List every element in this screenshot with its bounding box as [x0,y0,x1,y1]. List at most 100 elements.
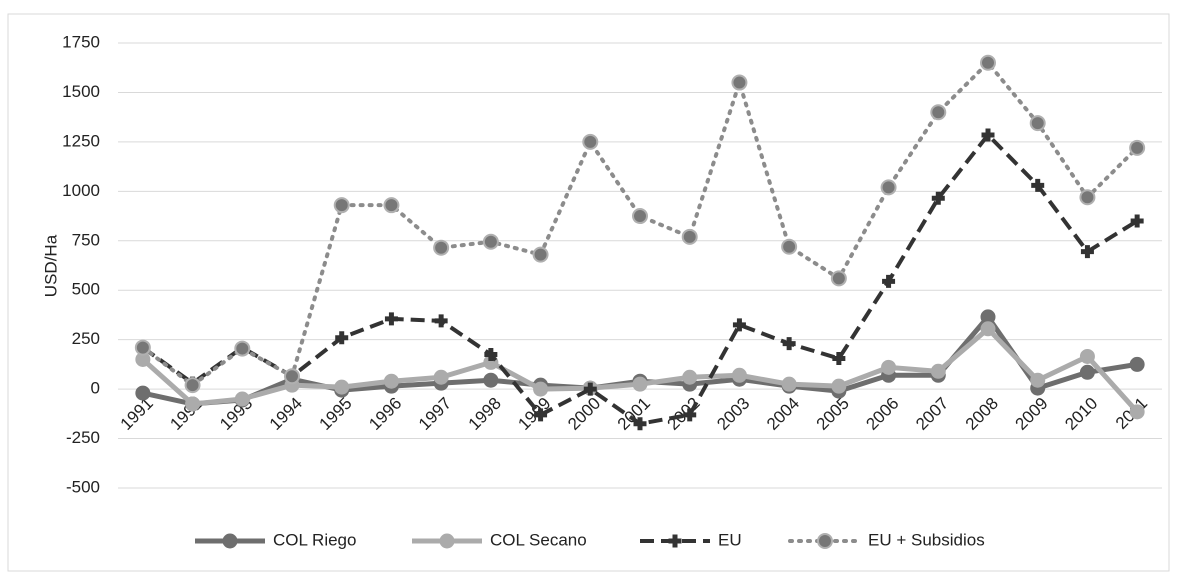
marker [683,408,697,422]
marker-shape [782,337,796,351]
marker [930,104,947,121]
marker-shape [633,417,647,431]
marker [135,385,151,401]
marker-shape [583,382,597,396]
marker [222,533,238,549]
marker [384,312,398,326]
marker [781,238,798,255]
marker [234,340,251,357]
marker [1129,404,1145,420]
marker [284,368,300,385]
marker [1130,214,1144,228]
marker [333,197,350,214]
series-line [140,60,1140,388]
y-axis-label: USD/Ha [41,234,60,297]
marker [1079,364,1095,380]
legend-item: COL Secano [412,530,587,549]
marker [880,179,897,196]
y-tick-label: 250 [72,329,100,348]
marker [633,417,647,431]
marker [830,270,847,287]
marker-shape [484,348,498,361]
legend-item: EU + Subsidios [788,530,985,549]
chart-frame [7,13,1170,572]
marker [632,208,648,225]
marker-shape [882,274,896,288]
marker [234,391,250,407]
legend-item: EU [640,530,742,549]
marker-shape [1130,214,1144,228]
y-tick-label: 750 [72,230,100,249]
marker [1031,178,1045,192]
marker [383,373,399,389]
marker [681,228,698,245]
marker [433,369,449,385]
legend-label: EU [718,530,742,549]
y-tick-label: 0 [91,379,100,398]
marker [668,534,682,548]
marker [1080,245,1094,259]
y-tick-label: -500 [66,477,100,496]
marker [817,533,833,549]
marker [583,382,597,396]
marker [383,197,400,214]
marker [1079,189,1096,206]
marker [1029,115,1046,132]
y-tick-label: 1250 [62,131,100,150]
marker [782,337,796,351]
marker [632,376,648,392]
y-tick-label: 1000 [62,181,100,200]
marker [682,369,698,385]
marker [439,533,455,549]
marker [335,331,349,345]
marker [732,318,746,332]
legend-label: COL Riego [273,530,356,549]
marker-shape [1031,178,1045,192]
marker [881,359,897,375]
marker [981,128,995,142]
marker-shape [1080,245,1094,259]
marker [532,246,549,263]
y-tick-label: -250 [66,428,100,447]
marker [831,378,847,394]
marker-shape [534,408,548,422]
marker [832,351,846,365]
marker-shape [335,331,349,345]
marker [534,408,548,422]
marker [482,233,499,250]
marker [980,321,996,337]
marker [533,381,549,397]
marker [483,372,499,388]
marker [931,191,945,205]
legend-label: COL Secano [490,530,587,549]
marker [134,339,151,356]
marker [434,314,448,328]
marker-shape [668,534,682,548]
marker [882,274,896,288]
marker [1129,139,1146,156]
marker [930,363,946,379]
marker [980,54,996,71]
marker [334,379,350,395]
marker [582,133,599,150]
marker [184,377,201,394]
marker [1129,356,1145,372]
marker [1079,348,1095,364]
marker-shape [732,318,746,332]
marker-shape [384,312,398,326]
legend-item: COL Riego [195,530,356,549]
marker-shape [931,191,945,205]
marker-shape [683,408,697,422]
marker [185,396,201,412]
marker-shape [434,314,448,328]
marker [731,367,747,383]
y-tick-label: 1500 [62,82,100,101]
y-tick-label: 1750 [62,32,100,51]
legend-label: EU + Subsidios [868,530,985,549]
marker [1030,372,1046,388]
marker-shape [981,128,995,142]
marker [433,239,450,256]
marker [731,74,748,91]
marker-shape [832,351,846,365]
